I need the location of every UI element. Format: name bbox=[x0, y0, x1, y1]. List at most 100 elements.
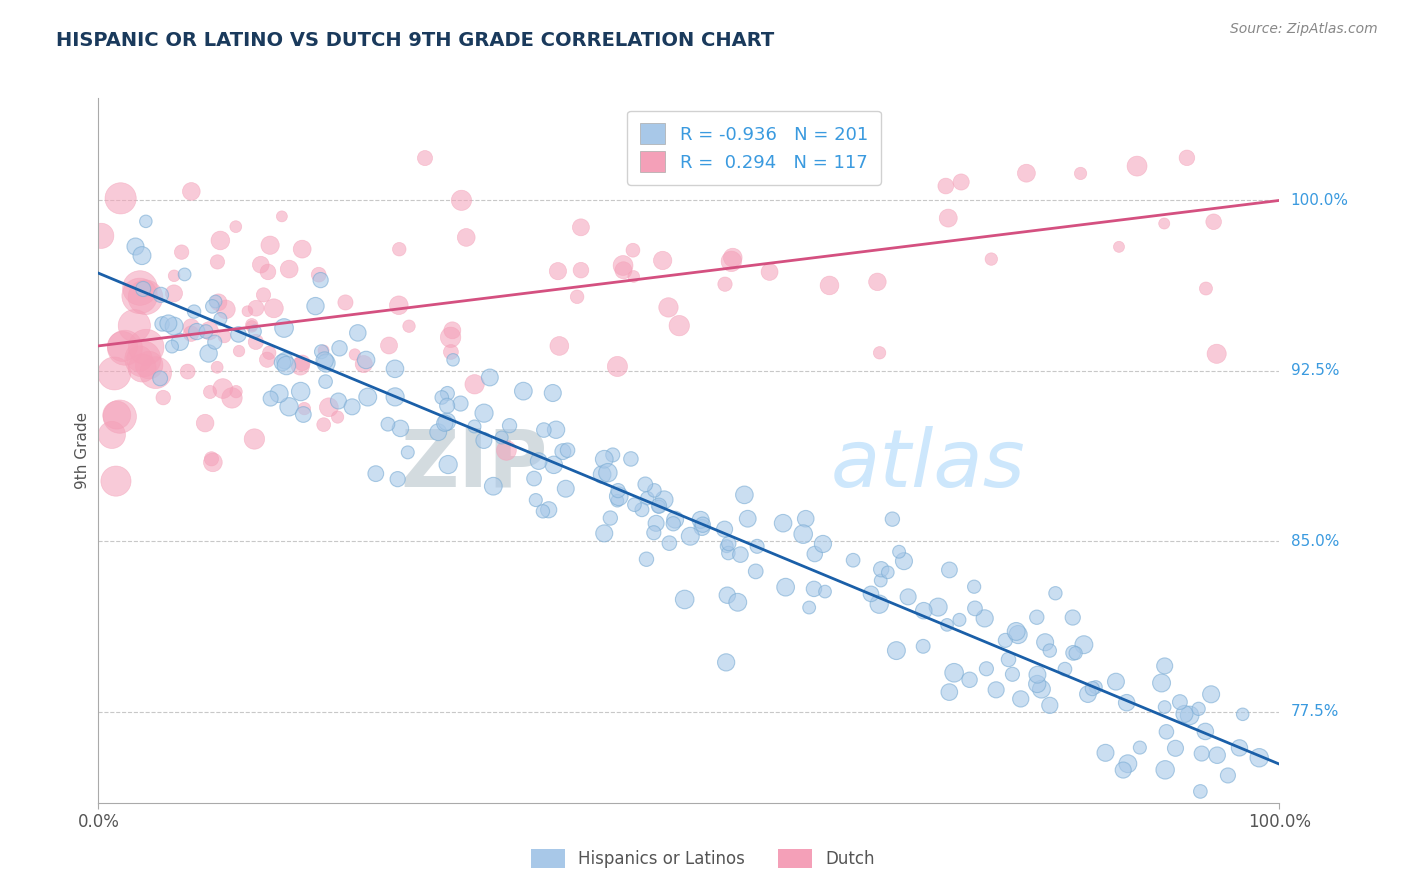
Point bbox=[870, 562, 893, 576]
Point bbox=[441, 323, 464, 337]
Point bbox=[343, 347, 366, 361]
Point bbox=[149, 371, 172, 385]
Point bbox=[315, 356, 337, 370]
Point bbox=[463, 419, 485, 434]
Point bbox=[524, 493, 547, 508]
Point bbox=[657, 301, 679, 315]
Point bbox=[186, 325, 208, 339]
Point bbox=[491, 430, 513, 444]
Point bbox=[472, 406, 495, 420]
Point bbox=[384, 361, 406, 376]
Text: atlas: atlas bbox=[831, 425, 1025, 504]
Point bbox=[436, 386, 458, 401]
Point bbox=[648, 500, 671, 514]
Point bbox=[326, 410, 349, 425]
Point bbox=[1007, 627, 1029, 641]
Y-axis label: 9th Grade: 9th Grade bbox=[75, 412, 90, 489]
Point bbox=[132, 282, 155, 296]
Point bbox=[1112, 763, 1135, 777]
Point bbox=[464, 377, 486, 392]
Point bbox=[209, 312, 232, 326]
Point bbox=[548, 339, 571, 353]
Point bbox=[198, 384, 221, 399]
Point bbox=[150, 317, 173, 331]
Point bbox=[882, 512, 904, 526]
Point bbox=[245, 334, 267, 349]
Point bbox=[278, 262, 301, 277]
Point bbox=[157, 317, 180, 331]
Point bbox=[183, 304, 205, 318]
Point bbox=[328, 341, 350, 355]
Point bbox=[108, 409, 131, 424]
Point bbox=[602, 448, 624, 462]
Point bbox=[643, 483, 665, 498]
Point bbox=[1094, 746, 1116, 760]
Point bbox=[621, 244, 644, 258]
Point bbox=[607, 489, 630, 503]
Point bbox=[1108, 240, 1130, 254]
Point bbox=[1153, 700, 1175, 714]
Point bbox=[353, 357, 375, 371]
Point bbox=[869, 346, 891, 360]
Point bbox=[662, 516, 685, 531]
Point bbox=[984, 682, 1007, 697]
Point bbox=[664, 513, 686, 527]
Point bbox=[612, 259, 634, 273]
Point bbox=[1199, 687, 1222, 701]
Point bbox=[1164, 741, 1187, 756]
Point bbox=[441, 352, 464, 367]
Point bbox=[110, 191, 132, 205]
Point bbox=[1189, 784, 1212, 798]
Point bbox=[388, 242, 411, 256]
Point bbox=[541, 386, 564, 401]
Point bbox=[131, 249, 153, 263]
Point bbox=[318, 401, 340, 415]
Point bbox=[377, 417, 399, 432]
Point bbox=[897, 590, 920, 604]
Point bbox=[714, 277, 737, 292]
Point bbox=[274, 353, 297, 368]
Point bbox=[1216, 768, 1239, 782]
Point bbox=[101, 428, 124, 442]
Point bbox=[134, 290, 156, 304]
Point bbox=[292, 401, 315, 416]
Point bbox=[180, 185, 202, 199]
Point bbox=[973, 611, 995, 625]
Point bbox=[927, 600, 949, 615]
Point bbox=[173, 268, 195, 282]
Point bbox=[959, 673, 981, 687]
Point bbox=[436, 415, 458, 429]
Point bbox=[1105, 674, 1128, 689]
Point bbox=[1195, 281, 1218, 295]
Point bbox=[225, 384, 247, 399]
Point bbox=[1077, 687, 1099, 701]
Point bbox=[413, 151, 436, 165]
Point bbox=[1156, 724, 1178, 739]
Legend: R = -0.936   N = 201, R =  0.294   N = 117: R = -0.936 N = 201, R = 0.294 N = 117 bbox=[627, 111, 880, 185]
Point bbox=[384, 390, 406, 404]
Point bbox=[1187, 702, 1209, 716]
Point bbox=[204, 335, 226, 350]
Point bbox=[194, 416, 217, 430]
Point bbox=[912, 640, 935, 654]
Point bbox=[225, 219, 247, 234]
Point bbox=[436, 399, 458, 413]
Point bbox=[668, 318, 690, 333]
Point bbox=[643, 525, 665, 540]
Point bbox=[440, 345, 463, 359]
Point bbox=[270, 210, 292, 224]
Point bbox=[1010, 692, 1032, 706]
Point bbox=[690, 520, 713, 534]
Point bbox=[1039, 698, 1062, 713]
Point bbox=[623, 269, 645, 284]
Point bbox=[1053, 662, 1076, 676]
Point bbox=[128, 289, 150, 303]
Point bbox=[634, 477, 657, 491]
Point bbox=[531, 504, 554, 518]
Point bbox=[1153, 659, 1175, 673]
Point bbox=[692, 517, 714, 532]
Point bbox=[292, 408, 315, 422]
Point bbox=[1005, 624, 1028, 639]
Point bbox=[599, 511, 621, 525]
Point bbox=[1150, 676, 1173, 690]
